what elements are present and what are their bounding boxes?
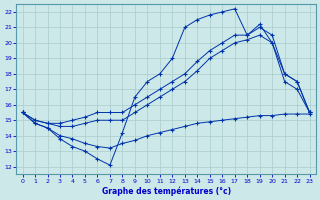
X-axis label: Graphe des températures (°c): Graphe des températures (°c) xyxy=(101,186,231,196)
